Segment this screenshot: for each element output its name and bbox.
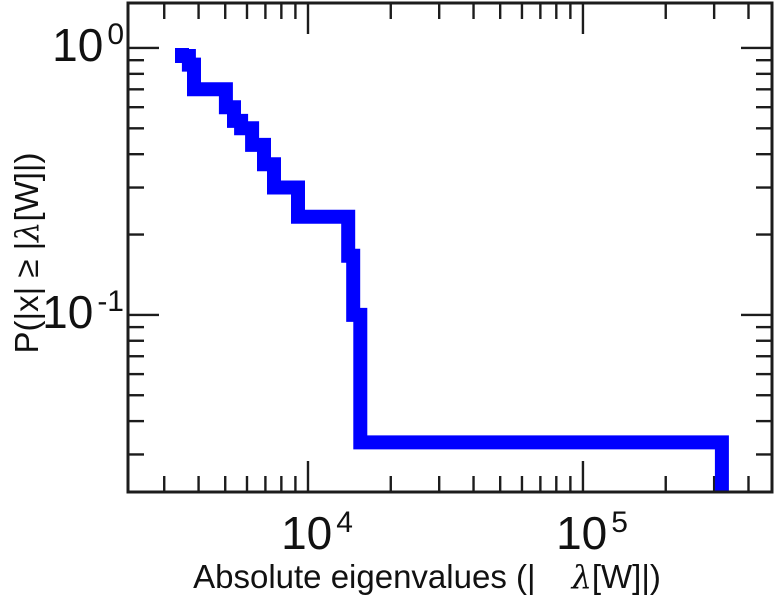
tick-label-exponent: 0	[107, 18, 124, 51]
lambda-symbol: λ	[571, 558, 592, 596]
x-tick-label: 10 5	[556, 507, 628, 559]
x-axis-title-suffix: [W]|)	[591, 558, 661, 595]
tick-label-exponent: -1	[97, 285, 124, 318]
x-axis-title-text: Absolute eigenvalues (|	[193, 558, 536, 595]
y-axis-title: P(|x| ≥ |λ[W]|)	[8, 153, 46, 354]
y-axis-title-text: P(|x| ≥ |	[8, 241, 45, 354]
tick-label-exponent: 4	[336, 506, 353, 539]
tick-label-exponent: 5	[611, 506, 628, 539]
tick-label-base: 10	[556, 507, 608, 559]
tick-label-base: 10	[42, 286, 94, 338]
y-tick-label: 10 -1	[42, 286, 124, 338]
tick-label-base: 10	[281, 507, 333, 559]
y-axis-title-suffix: [W]|)	[8, 152, 45, 222]
lambda-symbol: λ	[8, 221, 46, 242]
x-axis-title: Absolute eigenvalues (| λ[W]|)	[193, 558, 661, 596]
plot-frame	[126, 1, 774, 494]
ccdf-curve	[175, 48, 729, 492]
tick-label-base: 10	[52, 19, 104, 71]
y-tick-label: 10 0	[52, 19, 124, 71]
x-tick-label: 10 4	[281, 507, 353, 559]
